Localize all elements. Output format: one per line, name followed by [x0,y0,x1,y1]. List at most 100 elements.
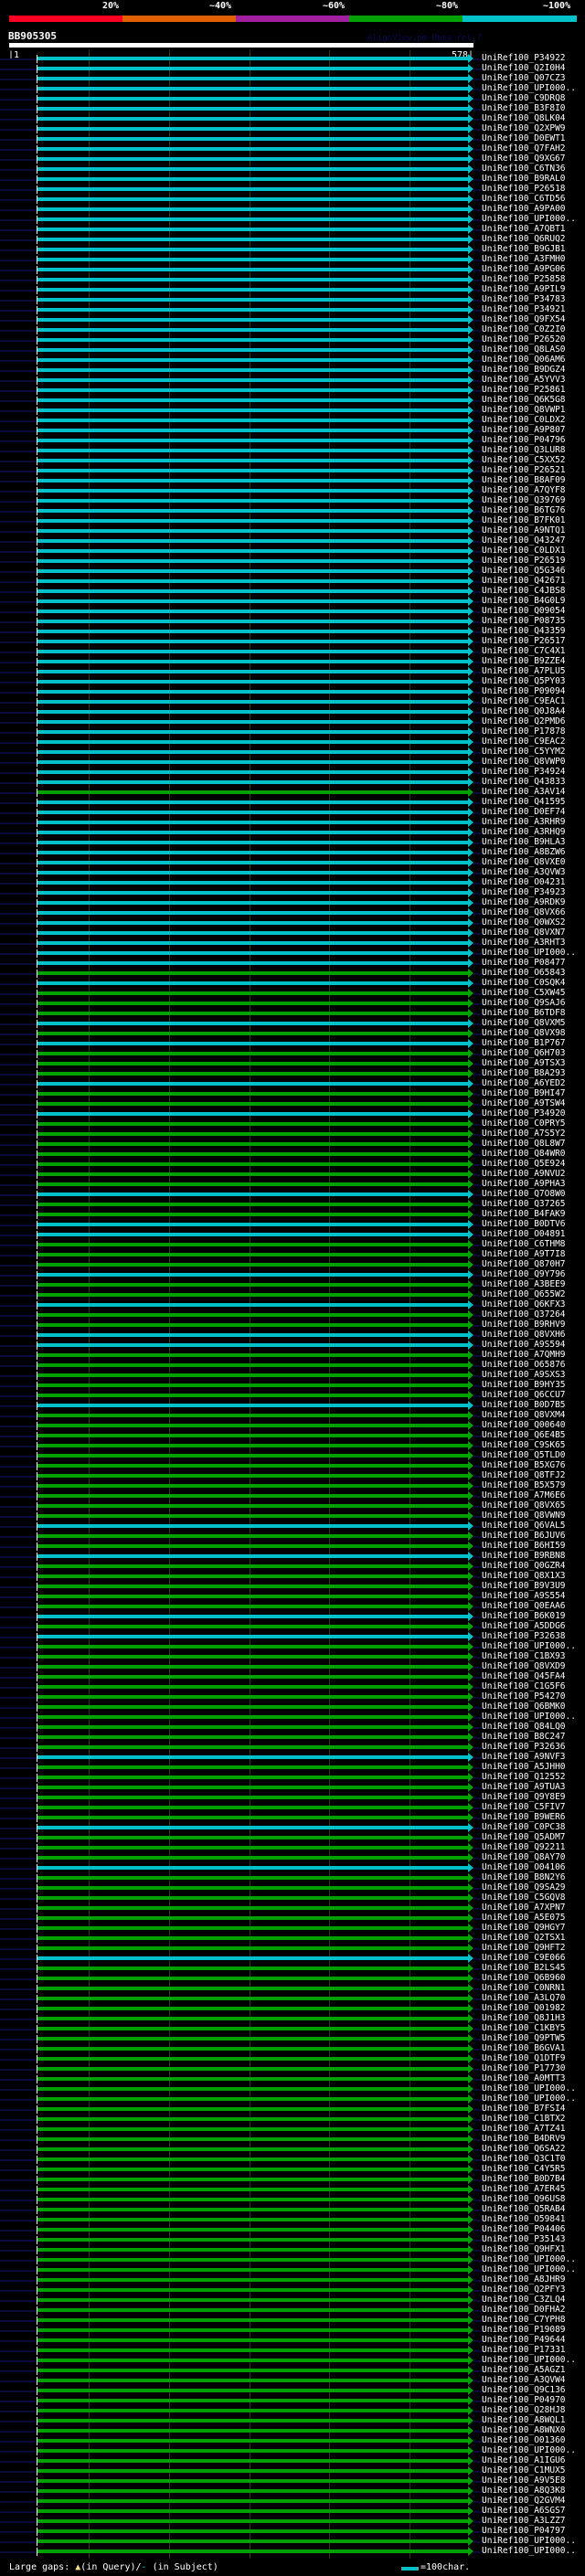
hit-row[interactable]: UniRef100_Q5E924 [0,1159,585,1170]
alignment-bar[interactable] [37,1896,468,1900]
hit-row[interactable]: UniRef100_Q8VX66 [0,907,585,918]
alignment-bar[interactable] [37,1052,468,1055]
hit-label[interactable]: UniRef100_A8JHR9 [482,2274,566,2284]
hit-label[interactable]: UniRef100_B9ZZE4 [482,656,566,666]
hit-row[interactable]: UniRef100_A7XPN7 [0,1903,585,1913]
hit-label[interactable]: UniRef100_Q8VXN7 [482,928,566,938]
hit-row[interactable]: UniRef100_B6TDF8 [0,1008,585,1019]
hit-row[interactable]: UniRef100_Q28HJ8 [0,2405,585,2416]
alignment-bar[interactable] [37,1353,468,1357]
hit-label[interactable]: UniRef100_Q84LQ0 [482,1722,566,1732]
hit-row[interactable]: UniRef100_B0D7B4 [0,2174,585,2185]
alignment-bar[interactable] [37,881,468,885]
alignment-bar[interactable] [37,901,468,905]
alignment-bar[interactable] [37,589,468,593]
hit-label[interactable]: UniRef100_P49644 [482,2335,566,2345]
alignment-bar[interactable] [37,1685,468,1689]
hit-label[interactable]: UniRef100_Q9C136 [482,2385,566,2395]
hit-label[interactable]: UniRef100_Q96US8 [482,2194,566,2204]
hit-label[interactable]: UniRef100_P34922 [482,53,566,63]
hit-label[interactable]: UniRef100_Q8X1X3 [482,1571,566,1581]
alignment-bar[interactable] [37,670,468,673]
hit-label[interactable]: UniRef100_C1MUX5 [482,2465,566,2475]
alignment-bar[interactable] [37,2489,468,2493]
alignment-bar[interactable] [37,2549,468,2553]
alignment-bar[interactable] [37,1635,468,1638]
hit-row[interactable]: UniRef100_UPI000.. [0,948,585,959]
hit-label[interactable]: UniRef100_C1G5F6 [482,1681,566,1691]
hit-label[interactable]: UniRef100_A7QBT1 [482,224,566,234]
hit-row[interactable]: UniRef100_B6K019 [0,1611,585,1622]
hit-label[interactable]: UniRef100_Q0WXS2 [482,917,566,928]
hit-label[interactable]: UniRef100_Q6E4B5 [482,1430,566,1440]
hit-label[interactable]: UniRef100_P26518 [482,184,566,194]
hit-row[interactable]: UniRef100_A7QBT1 [0,224,585,235]
hit-label[interactable]: UniRef100_C0PRY5 [482,1118,566,1129]
alignment-bar[interactable] [37,579,468,583]
alignment-bar[interactable] [37,831,468,834]
alignment-bar[interactable] [37,207,468,211]
alignment-bar[interactable] [37,1383,468,1387]
hit-row[interactable]: UniRef100_P34924 [0,767,585,778]
hit-label[interactable]: UniRef100_P17878 [482,726,566,737]
alignment-bar[interactable] [37,1554,468,1558]
hit-label[interactable]: UniRef100_A9PHA3 [482,1179,566,1189]
alignment-bar[interactable] [37,1715,468,1719]
hit-row[interactable]: UniRef100_Q2PFY3 [0,2284,585,2295]
alignment-bar[interactable] [37,459,468,462]
hit-row[interactable]: UniRef100_C1BTX2 [0,2114,585,2125]
hit-row[interactable]: UniRef100_B7FK01 [0,515,585,526]
hit-row[interactable]: UniRef100_Q12552 [0,1772,585,1783]
hit-row[interactable]: UniRef100_B5X579 [0,1480,585,1491]
hit-row[interactable]: UniRef100_Q8VXD9 [0,1661,585,1672]
hit-row[interactable]: UniRef100_A7QMH9 [0,1350,585,1361]
hit-row[interactable]: UniRef100_P08735 [0,616,585,627]
hit-label[interactable]: UniRef100_A7QMH9 [482,1350,566,1360]
alignment-bar[interactable] [37,1956,468,1960]
hit-label[interactable]: UniRef100_A8Q3K8 [482,2486,566,2496]
hit-row[interactable]: UniRef100_A7PLU5 [0,666,585,677]
alignment-bar[interactable] [37,1997,468,2000]
alignment-bar[interactable] [37,1363,468,1367]
hit-row[interactable]: UniRef100_Q8VWP1 [0,405,585,416]
hit-label[interactable]: UniRef100_Q9SA29 [482,1882,566,1892]
hit-label[interactable]: UniRef100_Q8LK04 [482,113,566,123]
hit-label[interactable]: UniRef100_A9P807 [482,425,566,435]
alignment-bar[interactable] [37,630,468,633]
alignment-bar[interactable] [37,1223,468,1226]
alignment-bar[interactable] [37,1856,468,1860]
alignment-bar[interactable] [37,2248,468,2252]
alignment-bar[interactable] [37,1494,468,1498]
hit-row[interactable]: UniRef100_P26518 [0,184,585,195]
hit-row[interactable]: UniRef100_A3QVW3 [0,867,585,878]
hit-label[interactable]: UniRef100_A7QYF8 [482,485,566,495]
hit-label[interactable]: UniRef100_C0Z2I0 [482,324,566,334]
hit-label[interactable]: UniRef100_C5XW45 [482,988,566,998]
hit-label[interactable]: UniRef100_P34920 [482,1108,566,1118]
hit-row[interactable]: UniRef100_C3ZLQ4 [0,2295,585,2306]
hit-label[interactable]: UniRef100_Q9HFX1 [482,2244,566,2254]
hit-label[interactable]: UniRef100_B8N2Y6 [482,1872,566,1882]
hit-row[interactable]: UniRef100_A9TSW4 [0,1098,585,1109]
alignment-bar[interactable] [37,1655,468,1659]
hit-label[interactable]: UniRef100_UPI000.. [482,1641,576,1651]
hit-row[interactable]: UniRef100_Q37264 [0,1309,585,1320]
hit-label[interactable]: UniRef100_P17331 [482,2345,566,2355]
hit-row[interactable]: UniRef100_Q8VXE0 [0,857,585,868]
alignment-bar[interactable] [37,2017,468,2020]
hit-label[interactable]: UniRef100_C5YYM2 [482,747,566,757]
hit-label[interactable]: UniRef100_Q8TFJ2 [482,1470,566,1480]
hit-label[interactable]: UniRef100_C9SK65 [482,1440,566,1450]
alignment-bar[interactable] [37,1987,468,1990]
hit-row[interactable]: UniRef100_Q2I0H4 [0,63,585,74]
alignment-bar[interactable] [37,770,468,774]
hit-label[interactable]: UniRef100_A3AV14 [482,787,566,797]
hit-label[interactable]: UniRef100_A6SGS7 [482,2506,566,2516]
hit-row[interactable]: UniRef100_C9E066 [0,1953,585,1964]
alignment-bar[interactable] [37,1273,468,1277]
alignment-bar[interactable] [37,2338,468,2342]
hit-row[interactable]: UniRef100_A6YED2 [0,1078,585,1089]
hit-label[interactable]: UniRef100_Q2XPW9 [482,123,566,133]
hit-label[interactable]: UniRef100_Q8VWN9 [482,1511,566,1521]
hit-label[interactable]: UniRef100_C7YPH8 [482,2315,566,2325]
